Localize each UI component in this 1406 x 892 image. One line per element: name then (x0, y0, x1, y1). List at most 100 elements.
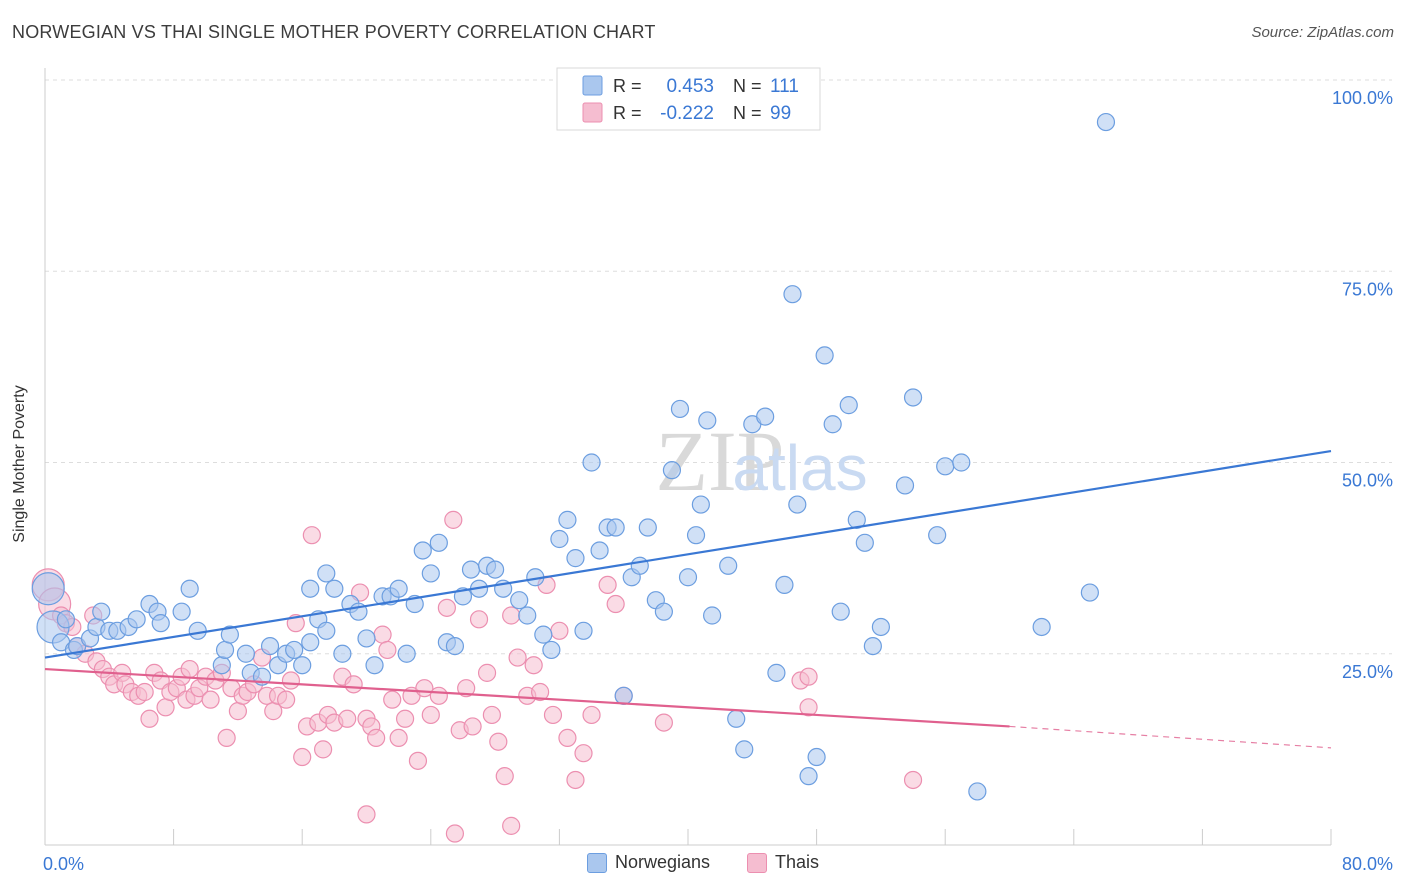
thai-point-98 (903, 770, 923, 790)
legend-box-r-value-thais: -0.222 (660, 103, 714, 124)
thai-point-34 (228, 702, 247, 721)
norwegian-point-20 (215, 640, 235, 660)
thai-point-16 (135, 682, 154, 702)
norwegian-point-92 (815, 346, 834, 365)
legend-box-r-label-thais: R = (613, 103, 642, 123)
norwegian-point-79 (698, 411, 717, 430)
thai-point-42 (277, 690, 296, 709)
norwegian-point-61 (558, 510, 577, 529)
norwegian-point-109 (301, 579, 320, 598)
norwegian-point-25 (260, 636, 280, 656)
norwegian-point-71 (638, 518, 657, 537)
thai-point-60 (378, 640, 397, 660)
norwegian-point-16 (172, 602, 191, 621)
legend-box-n-value-thais: 99 (770, 103, 791, 124)
norwegian-point-98 (863, 636, 882, 656)
thai-point-97 (799, 698, 818, 717)
norwegian-point-12 (127, 610, 146, 629)
norwegian-point-44 (413, 541, 432, 560)
norwegian-point-30 (301, 633, 320, 652)
thai-point-58 (367, 728, 386, 748)
norwegian-point-3 (56, 610, 75, 629)
thai-point-80 (508, 648, 527, 667)
thai-point-61 (383, 690, 402, 709)
trend-lines (44, 449, 1332, 749)
legend-box-n-value-norwegians: 111 (770, 76, 799, 97)
thai-point-59 (373, 625, 392, 644)
norwegian-point-21 (220, 625, 239, 644)
norwegian-point-59 (542, 640, 561, 660)
norwegian-point-106 (1032, 617, 1051, 637)
legend-item-thais[interactable]: Thais (747, 852, 819, 873)
norwegian-point-108 (1096, 112, 1116, 132)
norwegian-point-65 (590, 541, 609, 560)
legend-box-swatch-norwegians (582, 75, 603, 96)
norwegian-point-22 (236, 644, 256, 663)
gridlines (45, 79, 1392, 655)
thai-point-78 (495, 767, 514, 786)
thai-point-70 (444, 510, 463, 529)
norwegian-point-104 (952, 453, 971, 472)
y-tick-label-3: 100.0% (1332, 88, 1393, 108)
norwegian-point-42 (397, 644, 416, 663)
legend-box-swatch-thais (582, 102, 603, 123)
norwegian-point-15 (151, 614, 170, 633)
thai-point-90 (582, 705, 601, 725)
norwegian-point-18 (188, 621, 207, 640)
norwegian-point-102 (928, 526, 947, 545)
norwegian-point-63 (574, 621, 593, 640)
chart-source: Source: ZipAtlas.com (1251, 24, 1394, 41)
norwegian-point-97 (855, 533, 874, 552)
watermark-zip: ZIP (656, 413, 785, 509)
norwegian-point-85 (756, 407, 775, 426)
tick-labels: 25.0% 50.0% 75.0% 100.0% 0.0% 80.0% (43, 88, 1393, 874)
norwegian-point-83 (735, 740, 754, 759)
norwegian-point-45 (421, 564, 440, 583)
thai-point-88 (566, 770, 585, 790)
norwegian-point-77 (686, 526, 706, 545)
norwegian-point-88 (783, 285, 802, 304)
norwegian-point-48 (445, 636, 465, 656)
norwegian-point-58 (534, 625, 553, 644)
norwegian-point-68 (614, 686, 633, 705)
thai-point-91 (598, 575, 617, 595)
norwegians-trend-line (44, 449, 1332, 659)
norwegian-point-70 (630, 556, 649, 575)
norwegian-point-105 (968, 782, 987, 801)
thais-trend-extension (1009, 725, 1332, 749)
thai-point-101 (502, 816, 521, 835)
norwegian-point-41 (389, 579, 408, 598)
thai-point-72 (457, 679, 476, 698)
thai-point-86 (550, 621, 569, 640)
thai-point-82 (524, 656, 543, 675)
thai-point-53 (338, 709, 357, 728)
y-tick-label-0: 25.0% (1342, 662, 1393, 682)
thai-point-62 (389, 728, 408, 748)
norwegian-point-100 (895, 476, 915, 495)
legend-box-n-label-thais: N = (733, 103, 762, 123)
thai-point-96 (799, 667, 818, 686)
norwegian-point-94 (831, 602, 850, 621)
watermark-atlas: atlas (732, 432, 867, 504)
norwegian-point-89 (788, 495, 807, 514)
legend-box-r-label-norwegians: R = (613, 76, 642, 96)
norwegian-point-103 (936, 457, 955, 476)
norwegian-point-64 (582, 453, 601, 472)
legend-item-norwegians[interactable]: Norwegians (586, 852, 710, 873)
norwegians-points (31, 112, 1116, 801)
thai-point-17 (140, 709, 159, 728)
x-tick-label-0: 0.0% (43, 854, 84, 874)
norwegian-point-53 (486, 560, 505, 579)
norwegian-point-62 (566, 549, 585, 568)
y-tick-label-1: 50.0% (1342, 471, 1393, 491)
norwegian-point-93 (823, 415, 842, 434)
thai-point-100 (445, 824, 465, 843)
thai-point-85 (543, 705, 563, 725)
norwegian-point-95 (839, 396, 858, 415)
thai-point-63 (395, 709, 415, 728)
thai-point-83 (531, 682, 550, 702)
thai-point-73 (463, 717, 482, 736)
norwegian-point-107 (1080, 583, 1099, 602)
thai-point-65 (408, 751, 428, 770)
